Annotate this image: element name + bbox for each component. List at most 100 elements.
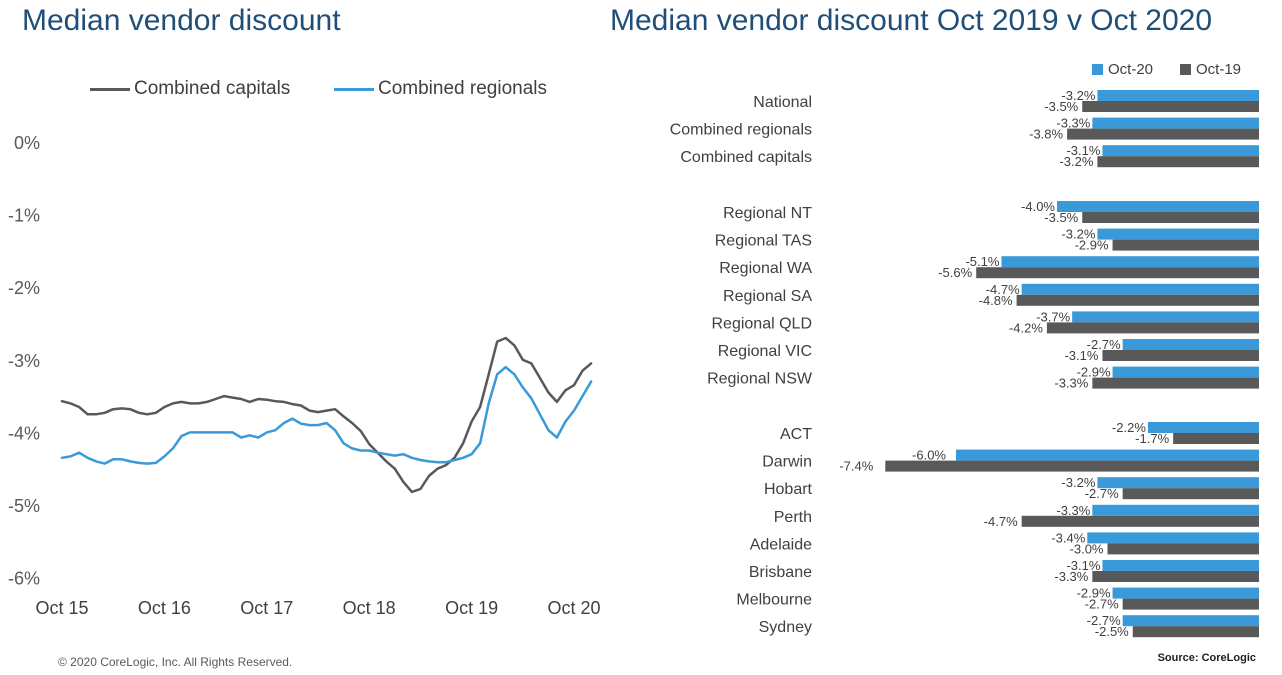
data-label-oct19: -2.5% (1095, 624, 1129, 639)
series-line-combined-capitals (60, 336, 593, 494)
series-line-combined-regionals (60, 365, 593, 465)
data-label-oct20: -3.2% (1061, 475, 1095, 490)
y-tick-label: -6% (8, 569, 40, 589)
bar-oct20 (1122, 615, 1259, 627)
data-label-oct20: -3.1% (1066, 143, 1100, 158)
data-label-oct20: -3.3% (1056, 116, 1090, 131)
data-label-oct20: -3.7% (1036, 309, 1070, 324)
data-label-oct20: -6.0% (912, 448, 946, 463)
category-label: Melbourne (736, 592, 812, 609)
category-label: Regional NSW (707, 371, 813, 388)
category-label: Regional WA (719, 260, 812, 277)
bar-oct20 (1122, 339, 1259, 350)
legend-oct19: Oct-19 (1180, 61, 1241, 78)
category-label: Regional VIC (718, 343, 812, 360)
y-tick-label: 0% (14, 133, 40, 153)
data-label-oct20: -3.2% (1061, 227, 1095, 242)
data-label-oct19: -4.8% (979, 293, 1013, 308)
category-label: Combined regionals (670, 122, 812, 139)
bar-oct20 (1097, 228, 1259, 240)
legend-regionals-label: Combined regionals (378, 78, 547, 99)
bar-oct20 (1057, 201, 1259, 212)
bar-oct19 (1092, 571, 1259, 582)
data-label-oct20: -4.0% (1021, 199, 1055, 214)
bar-oct20 (1072, 311, 1259, 323)
category-label: Regional NT (723, 205, 812, 222)
data-label-oct20: -2.9% (1077, 365, 1111, 380)
bar-oct20 (1087, 532, 1259, 544)
data-label-oct20: -5.1% (965, 254, 999, 269)
bar-oct20 (1112, 587, 1259, 599)
data-label-oct19: -4.7% (984, 514, 1018, 529)
y-tick-label: -5% (8, 496, 40, 516)
data-label-oct19: -1.7% (1135, 431, 1169, 446)
bar-oct19 (1082, 212, 1259, 223)
data-label-oct19: -3.2% (1059, 154, 1093, 169)
category-label: National (753, 94, 812, 111)
data-label-oct20: -3.3% (1056, 503, 1090, 518)
data-label-oct19: -3.5% (1044, 99, 1078, 114)
bar-oct19 (1082, 101, 1259, 112)
x-tick-label: Oct 15 (35, 598, 88, 618)
category-label: Adelaide (750, 536, 812, 553)
legend-capitals-swatch (90, 87, 130, 91)
bar-oct20 (1147, 422, 1259, 433)
bar-oct20 (1092, 504, 1259, 516)
bar-oct19 (1112, 239, 1259, 251)
bar-chart-title: Median vendor discount Oct 2019 v Oct 20… (610, 4, 1213, 37)
data-label-oct20: -2.2% (1112, 420, 1146, 435)
category-label: Hobart (764, 481, 813, 498)
bar-oct19 (1132, 626, 1259, 638)
copyright-text: © 2020 CoreLogic, Inc. All Rights Reserv… (58, 655, 293, 669)
data-label-oct20: -2.7% (1087, 337, 1121, 352)
bar-oct20 (1102, 560, 1259, 571)
category-label: Darwin (762, 454, 812, 471)
line-chart: 0% -1% -2% -3% -4% -5% -6% Oct 15 Oct 16 Oct 17 Oc… (8, 133, 601, 618)
x-tick-label: Oct 20 (547, 598, 600, 618)
bar-oct19 (1122, 598, 1259, 610)
y-tick-label: -3% (8, 351, 40, 371)
data-label-oct20: -4.7% (986, 282, 1020, 297)
data-label-oct20: -2.9% (1077, 586, 1111, 601)
data-label-oct19: -3.5% (1044, 210, 1078, 225)
legend-oct20-label: Oct-20 (1108, 61, 1154, 78)
line-chart-title: Median vendor discount (22, 4, 341, 37)
bar-oct20 (1001, 256, 1259, 268)
bar-oct19 (1097, 156, 1259, 168)
source-text: Source: CoreLogic (1157, 652, 1256, 664)
category-label: Regional SA (723, 288, 812, 305)
data-label-oct20: -2.7% (1087, 613, 1121, 628)
bar-oct19 (885, 460, 1259, 472)
data-label-oct19: -4.2% (1009, 320, 1043, 335)
data-label-oct19: -3.1% (1064, 348, 1098, 363)
data-label-oct19: -3.0% (1070, 541, 1104, 556)
category-label: ACT (780, 426, 812, 443)
category-label: Regional QLD (712, 315, 813, 332)
legend-oct20: Oct-20 (1092, 61, 1153, 78)
bar-oct19 (1122, 488, 1259, 500)
bar-oct19 (1016, 294, 1259, 306)
y-tick-label: -2% (8, 278, 40, 298)
legend-oct19-swatch (1180, 64, 1191, 75)
data-label-oct19: -7.4% (839, 459, 873, 474)
bar-oct19 (976, 267, 1259, 279)
bar-oct20 (956, 449, 1259, 461)
data-label-oct20: -3.4% (1051, 530, 1085, 545)
bar-oct20 (1102, 145, 1259, 157)
bar-oct19 (1021, 515, 1259, 527)
x-tick-label: Oct 16 (138, 598, 191, 618)
bar-oct19 (1092, 377, 1259, 389)
category-label: Perth (774, 509, 812, 526)
data-label-oct19: -2.7% (1085, 486, 1119, 501)
legend-capitals: Combined capitals (90, 78, 290, 100)
data-label-oct19: -3.3% (1054, 376, 1088, 391)
legend-oct20-swatch (1092, 64, 1103, 75)
bar-oct20 (1112, 366, 1259, 378)
data-label-oct19: -5.6% (938, 265, 972, 280)
data-label-oct20: -3.2% (1061, 88, 1095, 103)
y-tick-label: -1% (8, 206, 40, 226)
data-label-oct19: -3.3% (1054, 569, 1088, 584)
legend-regionals-swatch (334, 87, 374, 91)
category-label: Regional TAS (715, 233, 812, 250)
bar-oct19 (1067, 128, 1259, 140)
